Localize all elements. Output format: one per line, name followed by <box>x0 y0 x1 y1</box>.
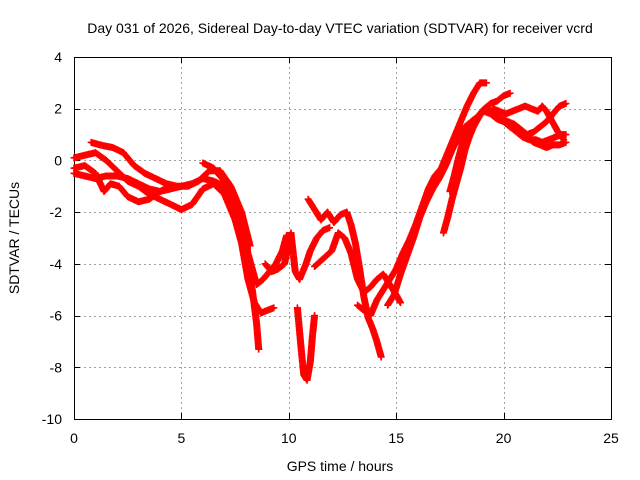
plot-frame <box>74 57 612 420</box>
data-point <box>482 79 490 87</box>
y-tick-label: 4 <box>54 49 62 65</box>
y-tick-label: -6 <box>50 308 63 324</box>
series-track-m <box>446 107 570 195</box>
data-point <box>562 100 570 108</box>
data-point <box>562 131 570 139</box>
data-point <box>270 304 278 312</box>
x-tick-label: 5 <box>178 430 186 446</box>
series-track-i <box>311 229 404 307</box>
data-point <box>311 312 319 320</box>
x-tick-labels: 0 5 10 15 20 25 <box>70 430 619 446</box>
data-point <box>377 353 385 361</box>
data-point <box>255 345 263 353</box>
y-axis-label: SDTVAR / TECUs <box>6 182 22 294</box>
y-tick-labels: -10 -8 -6 -4 -2 0 2 4 <box>42 49 62 427</box>
x-tick-label: 15 <box>388 430 404 446</box>
x-tick-label: 10 <box>281 430 297 446</box>
data-point <box>396 299 404 307</box>
x-tick-label: 0 <box>70 430 78 446</box>
series-track-n <box>489 102 568 144</box>
data-point <box>506 89 514 97</box>
data-point <box>326 224 334 232</box>
x-tick-label: 20 <box>496 430 512 446</box>
y-tick-label: -10 <box>42 411 62 427</box>
series-track-f <box>261 224 334 283</box>
series-track-g <box>293 304 319 384</box>
series-track-k <box>384 89 514 309</box>
series-track-h <box>304 195 385 361</box>
data-points <box>70 79 570 384</box>
series-track-o <box>510 125 570 151</box>
x-tick-label: 25 <box>603 430 619 446</box>
axis-ticks <box>74 57 612 420</box>
series-track-e <box>199 159 291 289</box>
series-track-d <box>70 162 175 206</box>
y-tick-label: 2 <box>54 101 62 117</box>
x-axis-label: GPS time / hours <box>287 458 394 474</box>
y-tick-label: -2 <box>50 204 63 220</box>
data-point <box>562 138 570 146</box>
chart-title: Day 031 of 2026, Sidereal Day-to-day VTE… <box>87 20 593 36</box>
y-tick-label: -4 <box>50 256 63 272</box>
data-point <box>167 182 175 190</box>
y-tick-label: -8 <box>50 359 63 375</box>
y-tick-label: 0 <box>54 152 62 168</box>
